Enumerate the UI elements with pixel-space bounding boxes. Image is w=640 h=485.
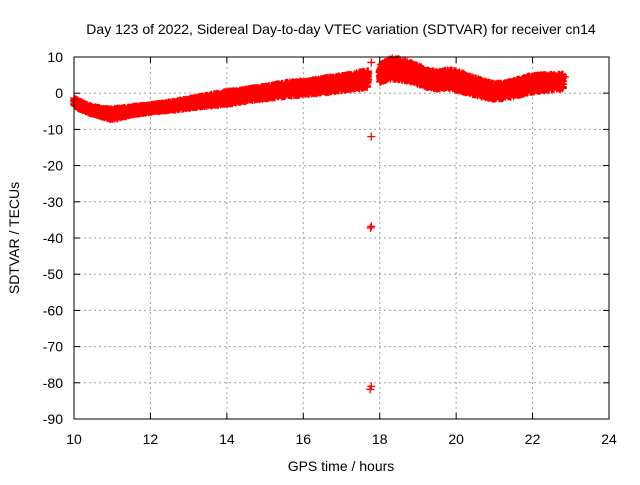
data-layer xyxy=(70,55,569,394)
series-1 xyxy=(376,55,567,103)
series-0 xyxy=(70,67,372,123)
